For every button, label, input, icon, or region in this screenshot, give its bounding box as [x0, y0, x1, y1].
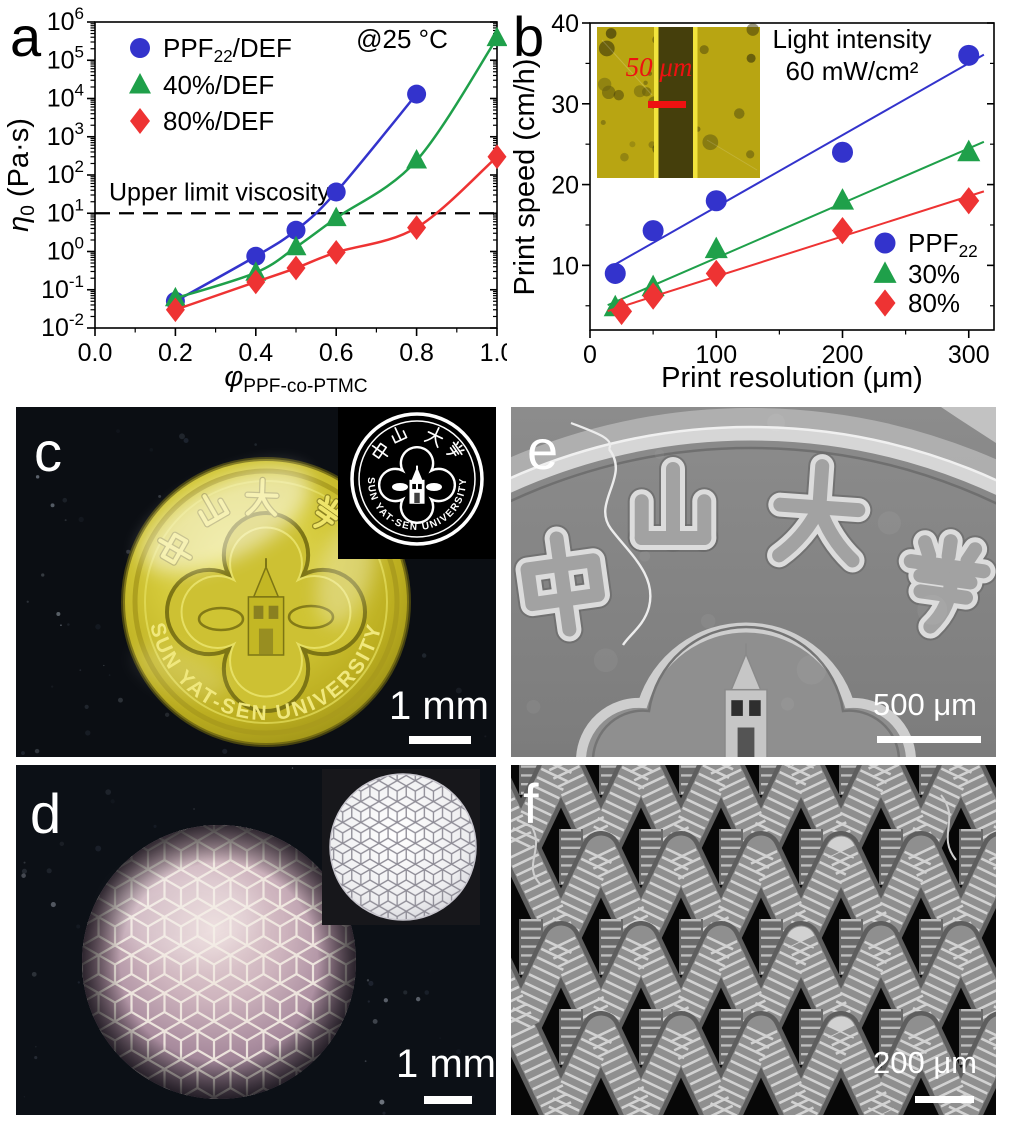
temperature-annotation: @25 °C — [356, 24, 448, 54]
glyph-shan — [627, 455, 719, 552]
light-intensity-annotation-2: 60 mW/cm² — [786, 56, 919, 86]
y-tick-label-a: 10-2 — [41, 310, 84, 342]
photo-panel-d: d 1 mm — [16, 765, 496, 1115]
legend-label-a-2: 80%/DEF — [163, 106, 274, 136]
channel-micrograph-inset — [597, 23, 760, 178]
glyph-shan — [391, 426, 408, 444]
glyph-xue — [896, 527, 996, 641]
inset-scalebar-b — [648, 101, 686, 108]
panel-label-f: f — [523, 772, 539, 835]
glyph-da — [765, 452, 873, 575]
scalebar-label-e: 500 μm — [873, 687, 977, 722]
x-tick-label-a: 0.0 — [78, 339, 113, 367]
fit-line-b-2 — [607, 190, 985, 312]
x-axis-title-b: Print resolution (μm) — [661, 362, 923, 394]
upper-limit-label: Upper limit viscosity — [109, 178, 330, 206]
y-tick-label-b: 10 — [551, 252, 579, 280]
panel-label-a: a — [10, 5, 42, 68]
panel-label-e: e — [527, 418, 558, 481]
y-axis-title-b: Print speed (cm/h) — [509, 59, 541, 296]
y-tick-label-a: 104 — [47, 81, 84, 113]
x-tick-label-b: 100 — [695, 341, 737, 369]
legend-label-a-1: 40%/DEF — [163, 70, 274, 100]
panel-label-d: d — [30, 782, 61, 845]
fit-line-b-0 — [607, 53, 985, 270]
y-tick-label-a: 105 — [47, 42, 84, 74]
series-points-a-2 — [165, 144, 507, 323]
light-intensity-annotation-1: Light intensity — [773, 24, 932, 54]
inset-scale-label-b: 50 μm — [626, 52, 693, 82]
legend-label-b-2: 80% — [908, 288, 960, 318]
sem-e-structures — [511, 407, 996, 757]
axes-a — [87, 21, 498, 336]
tower-glyph — [247, 558, 285, 656]
y-tick-label-a: 101 — [47, 195, 84, 227]
sem-panel-f: f 200 μm — [511, 765, 996, 1115]
scalebar-label-d: 1 mm — [396, 1042, 496, 1086]
x-tick-label-a: 0.8 — [399, 339, 434, 367]
scalebar-c — [409, 736, 471, 744]
y-axis-title-a: η0 (Pa·s) — [3, 118, 39, 232]
legend-label-a-0: PPF22/DEF — [163, 33, 292, 66]
series-curve-a-2 — [174, 155, 498, 311]
x-tick-label-a: 0.4 — [238, 339, 273, 367]
tower-glyph — [409, 465, 425, 504]
scalebar-label-f: 200 μm — [873, 1045, 977, 1080]
scalebar-label-c: 1 mm — [389, 684, 489, 728]
y-tick-label-b: 20 — [551, 172, 579, 200]
x-tick-label-a: 1.0 — [480, 339, 507, 367]
y-tick-label-b: 40 — [551, 10, 579, 38]
panel-label-b: b — [513, 5, 544, 68]
axes-b — [582, 22, 995, 338]
sem-panel-e: e 500 μm — [511, 407, 996, 757]
scalebar-d — [424, 1096, 472, 1104]
glyph-xue — [445, 441, 465, 457]
series-points-b-2 — [611, 187, 980, 326]
university-logo-inset — [338, 407, 496, 559]
x-tick-label-a: 0.2 — [158, 339, 193, 367]
legend-label-b-0: PPF22 — [908, 228, 978, 261]
y-tick-label-a: 103 — [47, 119, 84, 151]
scalebar-f — [915, 1096, 974, 1103]
y-tick-label-b: 30 — [551, 91, 579, 119]
glyph-zhong — [371, 442, 389, 459]
series-points-b-0 — [604, 44, 980, 284]
tower-glyph — [724, 643, 768, 757]
lattice-sphere-model-inset — [322, 769, 480, 925]
glyph-da — [423, 426, 444, 449]
x-tick-label-b: 200 — [822, 341, 864, 369]
photo-panel-c: SUN YAT-SEN UNIVERSITY SUN YAT-SEN UNIVE… — [16, 407, 496, 757]
x-axis-title-a: φPPF-co-PTMC — [224, 361, 367, 397]
legend-label-b-1: 30% — [908, 259, 960, 289]
scalebar-e — [877, 736, 981, 743]
x-tick-label-a: 0.6 — [319, 339, 354, 367]
y-tick-label-a: 100 — [47, 234, 84, 266]
printed-seal-disc — [121, 457, 411, 747]
glyph-zhong — [513, 524, 612, 644]
chart-panel-a: 10-2 10-1 100 101 102 103 104 105 106 0.0 0.2 0.4 0.… — [3, 4, 507, 397]
x-tick-label-b: 300 — [948, 341, 990, 369]
y-tick-label-a: 10-1 — [41, 272, 84, 304]
panel-label-c: c — [34, 420, 62, 483]
fit-line-b-1 — [607, 140, 985, 307]
x-tick-label-b: 0 — [583, 341, 597, 369]
lattice-sphere — [82, 825, 356, 1099]
y-tick-label-a: 106 — [47, 4, 84, 36]
y-tick-label-a: 102 — [47, 157, 84, 189]
